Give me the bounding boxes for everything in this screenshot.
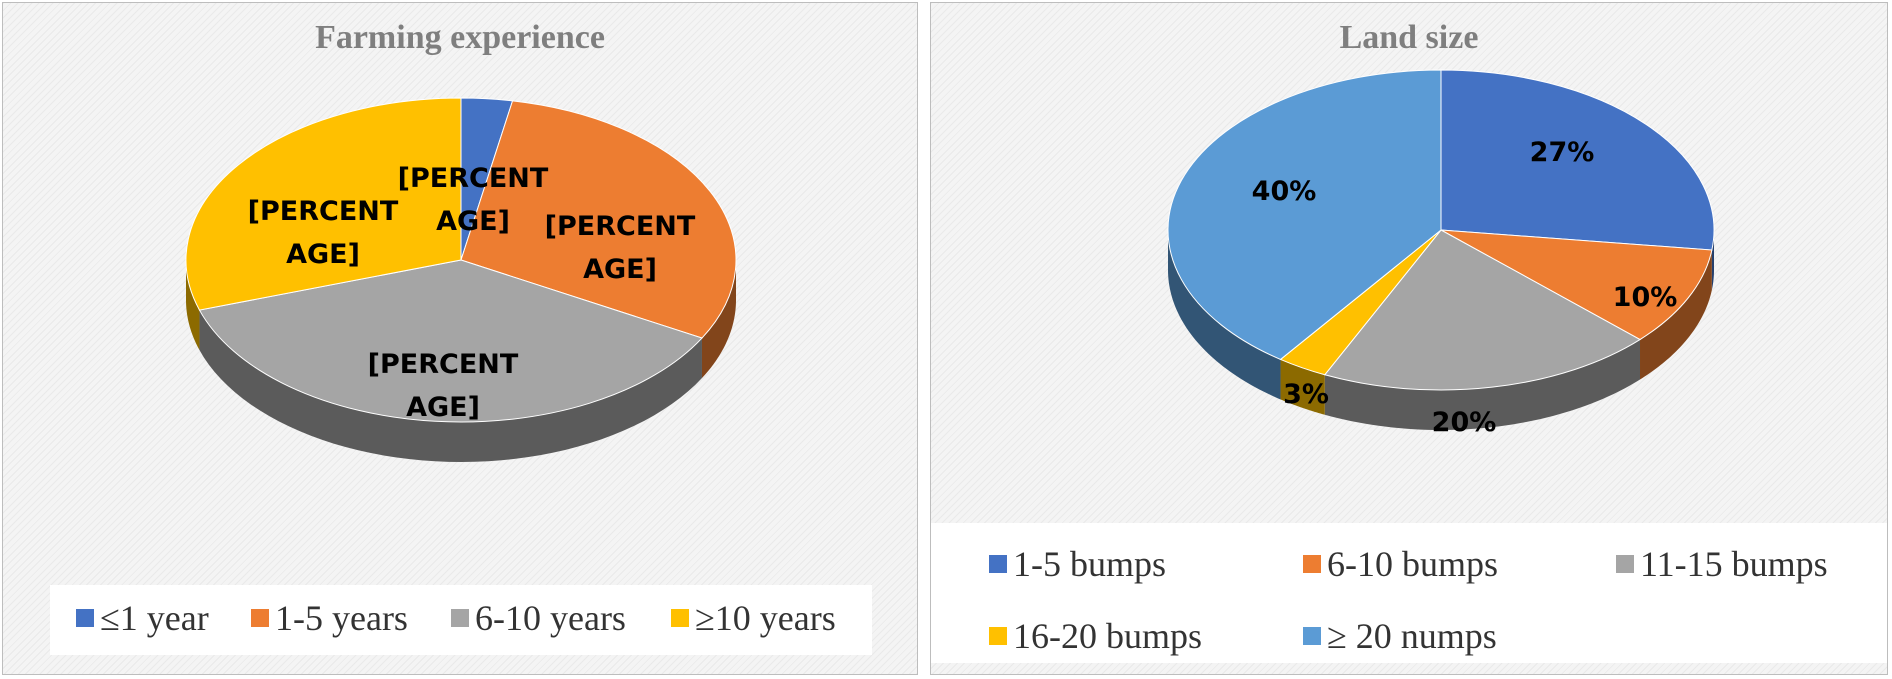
legend: ≤1 year 1-5 years 6-10 years ≥10 years (50, 585, 872, 655)
slice-side (1711, 230, 1714, 291)
chart-title: Land size (1339, 19, 1479, 56)
data-label-6-10-bumps: 10% (1613, 282, 1678, 313)
pie-chart: [PERCENT AGE] [PERCENT AGE][PERCENT AGE][PER… (185, 97, 737, 462)
legend-swatch (1303, 627, 1321, 645)
legend: 1-5 bumps 6-10 bumps 11-15 bumps 16-20 bump… (931, 523, 1887, 663)
pie-slice-ge-10-years (185, 97, 462, 311)
legend-item-6-10-years: 6-10 years (451, 597, 626, 639)
legend-item-le-1-year: ≤1 year (76, 597, 209, 639)
legend-item-1-5-years: 1-5 years (251, 597, 408, 639)
legend-label: 6-10 years (475, 598, 626, 638)
legend-item-11-15-bumps: 11-15 bumps (1616, 543, 1828, 585)
chart-title: Farming experience (315, 19, 605, 56)
legend-swatch (989, 627, 1007, 645)
land-size-chart: Land size 27% 10% 20% 3% 40% 1-5 bumps 6-10 b… (930, 2, 1888, 675)
legend-item-1-5-bumps: 1-5 bumps (989, 543, 1166, 585)
pie-slice-6-10-years (198, 259, 703, 423)
data-label-ge-10-years: [PERCENT AGE] (248, 196, 399, 270)
data-label-6-10-years: [PERCENT AGE] (368, 349, 519, 423)
pie-slice-1-5-years (460, 100, 737, 339)
slice-side (1640, 250, 1712, 380)
farming-experience-chart: Farming experience [PERCENT AGE] [PERCENT A… (2, 2, 918, 675)
legend-label: ≤1 year (100, 598, 209, 638)
slice-side (701, 260, 736, 379)
pie-slice-6-10-bumps (1440, 229, 1713, 341)
legend-item-ge-10-years: ≥10 years (671, 597, 836, 639)
slice-side (1168, 230, 1281, 400)
legend-item-16-20-bumps: 16-20 bumps (989, 615, 1202, 657)
pie-slice-1-5-bumps (1440, 69, 1715, 251)
slice-side (199, 310, 702, 462)
legend-label: 11-15 bumps (1640, 544, 1828, 584)
data-label-le-1-year: [PERCENT AGE] (398, 163, 549, 237)
legend-label: ≥ 20 numps (1327, 616, 1497, 656)
legend-swatch (451, 609, 469, 627)
legend-item-ge-20-numps: ≥ 20 numps (1303, 615, 1497, 657)
legend-swatch (1303, 555, 1321, 573)
legend-label: 1-5 years (275, 598, 408, 638)
legend-swatch (671, 609, 689, 627)
pie-slice-ge-20-numps (1167, 69, 1442, 361)
data-label-1-5-years: [PERCENT AGE] (545, 211, 696, 285)
legend-item-6-10-bumps: 6-10 bumps (1303, 543, 1498, 585)
legend-swatch (1616, 555, 1634, 573)
legend-swatch (251, 609, 269, 627)
legend-label: 16-20 bumps (1013, 616, 1202, 656)
data-label-ge-20-numps: 40% (1252, 176, 1317, 207)
pie-slice-11-15-bumps (1323, 229, 1641, 391)
data-label-1-5-bumps: 27% (1530, 137, 1595, 168)
slice-side (186, 260, 200, 351)
slice-side (1324, 339, 1641, 430)
legend-label: ≥10 years (695, 598, 836, 638)
data-label-11-15-bumps: 20% (1432, 407, 1497, 438)
legend-swatch (989, 555, 1007, 573)
pie-chart: 27% 10% 20% 3% 40% (1167, 69, 1715, 438)
legend-swatch (76, 609, 94, 627)
data-label-16-20-bumps: 3% (1283, 379, 1329, 410)
legend-label: 1-5 bumps (1013, 544, 1166, 584)
legend-label: 6-10 bumps (1327, 544, 1498, 584)
slice-side (1280, 359, 1325, 415)
